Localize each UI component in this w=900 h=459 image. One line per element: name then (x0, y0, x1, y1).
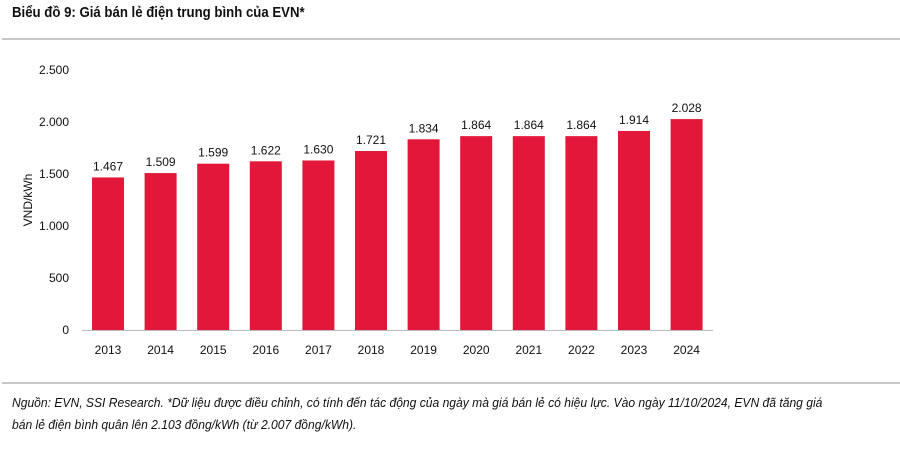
bar-2023 (618, 130, 650, 330)
x-tick-label: 2020 (463, 343, 490, 357)
data-label: 1.864 (566, 118, 596, 132)
data-label: 1.914 (619, 113, 649, 127)
x-tick-label: 2022 (568, 343, 595, 357)
data-label: 1.599 (198, 146, 228, 160)
x-tick-label: 2023 (621, 343, 648, 357)
bar-2015 (197, 163, 230, 330)
y-tick-label: 1.500 (39, 167, 69, 181)
y-tick-label: 1.000 (39, 219, 69, 233)
y-tick-label: 2.500 (39, 63, 69, 77)
x-tick-label: 2019 (410, 343, 437, 357)
x-tick-label: 2018 (358, 343, 385, 357)
y-tick-label: 2.000 (39, 115, 69, 129)
data-label: 1.622 (251, 143, 281, 157)
bar-2021 (512, 136, 545, 330)
bar-2014 (144, 173, 177, 330)
source-note: Nguồn: EVN, SSI Research. *Dữ liệu được … (12, 395, 823, 432)
bar-2024 (670, 119, 703, 330)
note-divider (2, 382, 900, 384)
data-label: 1.864 (514, 118, 544, 132)
title-divider (2, 38, 900, 40)
bar-2019 (407, 139, 440, 330)
bar-2016 (249, 161, 282, 330)
y-tick-label: 500 (49, 271, 69, 285)
data-label: 2.028 (672, 101, 702, 115)
y-tick-label: 0 (62, 323, 69, 337)
bar-2018 (355, 151, 387, 330)
x-tick-label: 2013 (95, 343, 122, 357)
data-label: 1.509 (146, 155, 176, 169)
bar-chart: 0 500 1.000 1.500 2.000 2.500 VND/kWh 1.467 2013… (21, 63, 713, 357)
data-label: 1.834 (409, 121, 439, 135)
data-label: 1.721 (356, 133, 386, 147)
data-label: 1.467 (93, 159, 123, 173)
chart-title: Biểu đồ 9: Giá bán lẻ điện trung bình củ… (12, 4, 305, 21)
x-tick-label: 2017 (305, 343, 332, 357)
x-tick-label: 2024 (673, 343, 700, 357)
bar-2020 (460, 136, 493, 330)
x-tick-label: 2015 (200, 343, 227, 357)
y-axis-label: VND/kWh (21, 174, 35, 227)
bar-2013 (92, 177, 124, 330)
data-label: 1.630 (303, 142, 333, 156)
x-tick-label: 2016 (252, 343, 279, 357)
x-tick-label: 2021 (515, 343, 542, 357)
data-label: 1.864 (461, 118, 491, 132)
x-tick-label: 2014 (147, 343, 174, 357)
bar-2017 (302, 160, 335, 330)
bar-2022 (565, 136, 598, 330)
